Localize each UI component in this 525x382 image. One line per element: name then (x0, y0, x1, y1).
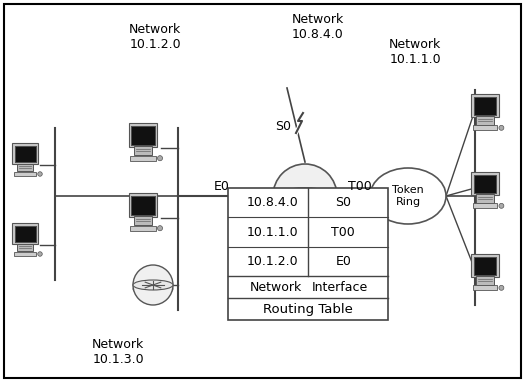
Bar (474, 257, 497, 275)
Circle shape (38, 172, 42, 176)
Circle shape (158, 226, 163, 231)
Text: Interface: Interface (312, 281, 368, 294)
Bar (472, 125, 497, 130)
Bar (471, 94, 499, 117)
Bar (474, 175, 497, 193)
Text: Network
10.1.1.0: Network 10.1.1.0 (389, 38, 441, 66)
Bar (471, 172, 499, 195)
Bar (129, 193, 158, 217)
Bar (14, 252, 36, 256)
Bar (130, 226, 156, 231)
Text: Routing Table: Routing Table (263, 303, 353, 316)
Bar (17, 163, 33, 171)
Bar (474, 97, 497, 115)
Circle shape (499, 285, 504, 290)
Circle shape (133, 265, 173, 305)
Text: Network: Network (250, 281, 302, 294)
Text: Network
10.1.2.0: Network 10.1.2.0 (129, 23, 181, 51)
Bar (476, 117, 494, 125)
Bar (17, 243, 33, 251)
Bar (472, 285, 497, 290)
Bar (131, 126, 155, 145)
Circle shape (38, 252, 42, 256)
Text: E0: E0 (214, 180, 230, 193)
Ellipse shape (273, 191, 337, 213)
Bar (228, 188, 388, 320)
Text: Network
10.8.4.0: Network 10.8.4.0 (292, 13, 344, 41)
Circle shape (499, 203, 504, 208)
Bar (15, 146, 36, 162)
Circle shape (273, 164, 337, 228)
Text: T00: T00 (331, 226, 355, 239)
Text: S0: S0 (275, 120, 291, 133)
Text: 10.1.1.0: 10.1.1.0 (247, 226, 299, 239)
Bar (476, 276, 494, 285)
Text: 10.8.4.0: 10.8.4.0 (247, 196, 299, 209)
Bar (15, 225, 36, 242)
Bar (472, 203, 497, 208)
Bar (130, 155, 156, 161)
Bar (134, 146, 152, 155)
Ellipse shape (370, 168, 446, 224)
Bar (15, 225, 36, 242)
Bar (476, 194, 494, 202)
Bar (131, 196, 155, 215)
Bar (14, 172, 36, 176)
Bar (15, 146, 36, 162)
Text: Network
10.1.3.0: Network 10.1.3.0 (92, 338, 144, 366)
Bar (131, 196, 155, 215)
Bar (474, 97, 497, 115)
Text: 10.1.2.0: 10.1.2.0 (247, 255, 299, 268)
Ellipse shape (133, 280, 173, 290)
Bar (12, 223, 38, 244)
Bar (474, 257, 497, 275)
Text: T00: T00 (348, 180, 372, 193)
Bar (134, 216, 152, 225)
Text: Token
Ring: Token Ring (392, 185, 424, 207)
Ellipse shape (273, 188, 337, 204)
Text: S0: S0 (335, 196, 351, 209)
Ellipse shape (133, 283, 173, 295)
Circle shape (499, 125, 504, 130)
Bar (474, 175, 497, 193)
Bar (129, 123, 158, 147)
Circle shape (158, 155, 163, 161)
Bar (131, 126, 155, 145)
Text: E0: E0 (335, 255, 351, 268)
Bar (12, 143, 38, 164)
Bar (471, 254, 499, 277)
